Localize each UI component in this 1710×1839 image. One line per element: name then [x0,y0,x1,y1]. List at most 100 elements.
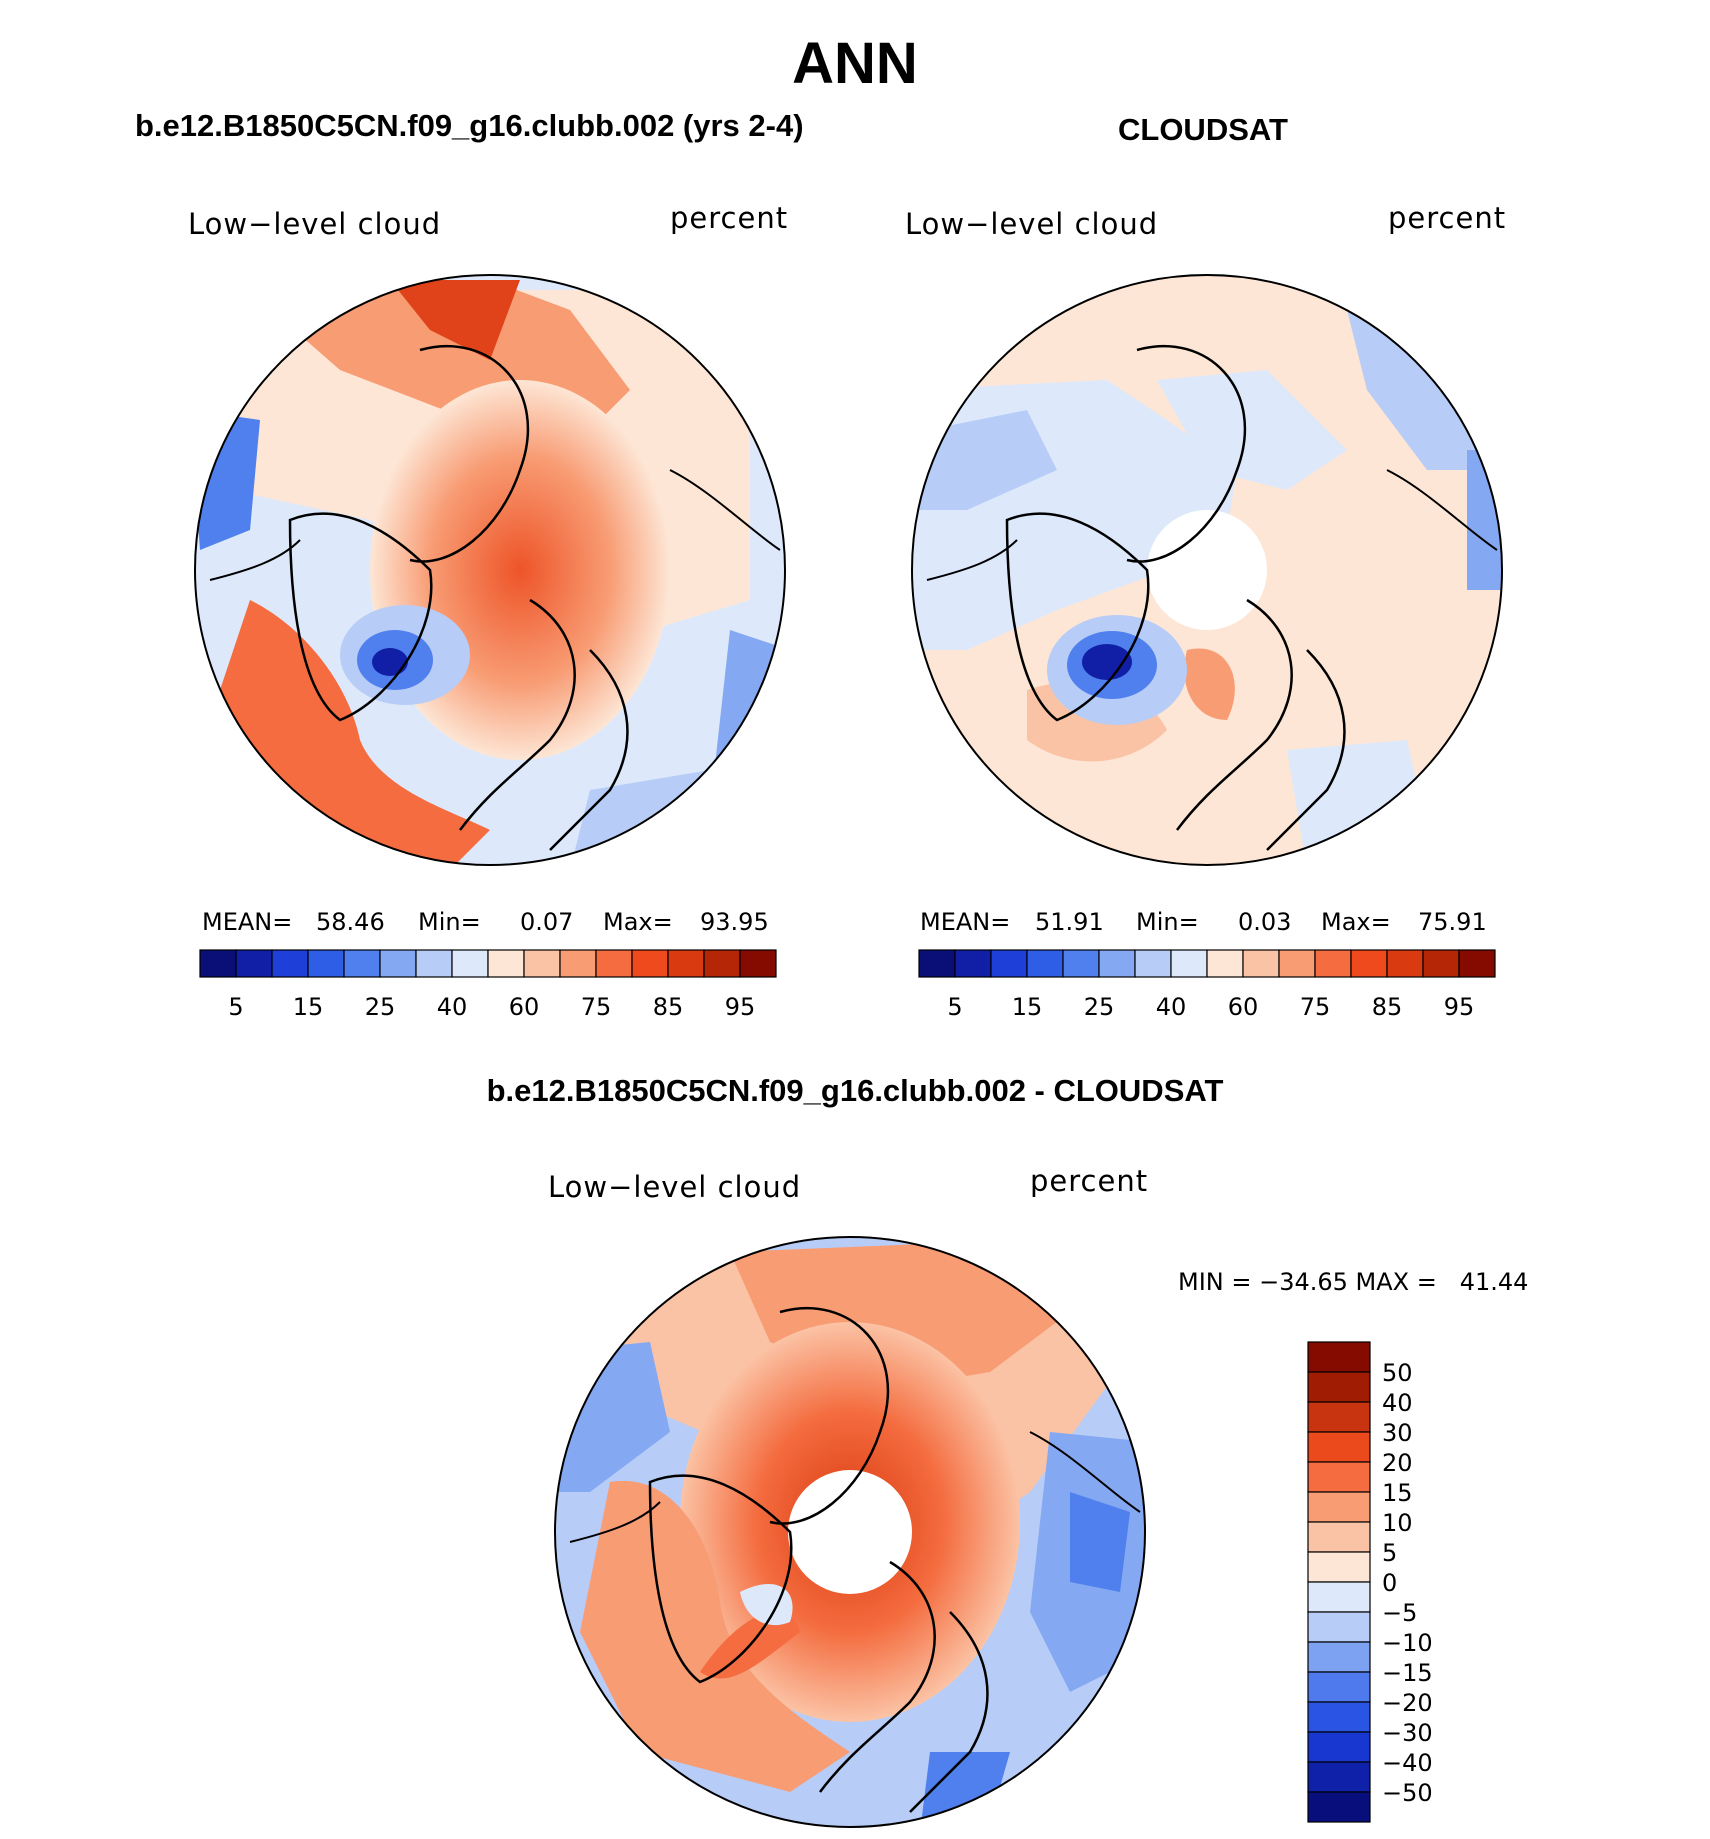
panel-2-min-label: Min= [1136,908,1199,936]
panel-1-polar-map [194,274,786,866]
panel-3-colorbar-tick-label: 30 [1382,1419,1413,1447]
panel-2-colorbar-box [1098,949,1136,978]
panel-1-colorbar-box [235,949,273,978]
panel-1-title: b.e12.B1850C5CN.f09_g16.clubb.002 (yrs 2… [135,108,804,143]
panel-3-colorbar-tick-label: 0 [1382,1569,1397,1597]
panel-1-min-value: 0.07 [520,908,574,936]
panel-3-colorbar-tick-label: 10 [1382,1509,1413,1537]
panel-1-colorbar-box [559,949,597,978]
panel-3-colorbar-box [1307,1341,1371,1373]
panel-1-colorbar-tick-label: 95 [725,993,756,1021]
panel-3-colorbar-box [1307,1731,1371,1763]
panel-3-colorbar-box [1307,1371,1371,1403]
panel-2-units-label: percent [1388,201,1507,235]
panel-2-colorbar-box [1170,949,1208,978]
panel-3-colorbar-box [1307,1701,1371,1733]
panel-3-colorbar-tick-label: 5 [1382,1539,1397,1567]
panel-2-colorbar-tick-label: 75 [1300,993,1331,1021]
panel-2-colorbar-box [1062,949,1100,978]
figure-title: ANN [792,31,918,96]
panel-3-colorbar-box [1307,1401,1371,1433]
panel-2-colorbar-tick-label: 40 [1156,993,1187,1021]
panel-1-colorbar-tick-label: 60 [509,993,540,1021]
panel-3-colorbar-tick-label: −50 [1382,1779,1433,1807]
panel-2-colorbar-tick-label: 60 [1228,993,1259,1021]
panel-1-colorbar-box [343,949,381,978]
panel-3-colorbar-box [1307,1491,1371,1523]
panel-1-colorbar-tick-label: 40 [437,993,468,1021]
panel-1-variable-label: Low−level cloud [188,207,442,241]
panel-2-colorbar-box [990,949,1028,978]
panel-1-colorbar-box [595,949,633,978]
panel-3-colorbar-box [1307,1791,1371,1823]
panel-1-colorbar-tick-label: 25 [365,993,396,1021]
panel-1-colorbar-box [271,949,309,978]
panel-3-contour-fill [555,1237,1145,1827]
panel-2-mean-label: MEAN= [920,908,1011,936]
panel-2-colorbar-box [1422,949,1460,978]
panel-2-map-boundary [911,274,1503,866]
panel-2-mean-value: 51.91 [1035,908,1104,936]
panel-2-colorbar-box [1278,949,1316,978]
panel-1-colorbar-box [451,949,489,978]
panel-2-colorbar-box [954,949,992,978]
panel-3-colorbar-box [1307,1641,1371,1673]
panel-3-colorbar-tick-label: 50 [1382,1359,1413,1387]
panel-1-mean-value: 58.46 [316,908,385,936]
panel-1-colorbar-box [703,949,741,978]
panel-2-colorbar-tick-label: 25 [1084,993,1115,1021]
panel-2-colorbar-box [1386,949,1424,978]
panel-1-min-label: Min= [418,908,481,936]
panel-3-colorbar-box [1307,1581,1371,1613]
panel-3-colorbar-tick-label: 15 [1382,1479,1413,1507]
panel-3-minmax-text: MIN = −34.65 MAX = 41.44 [1178,1268,1529,1296]
panel-1-colorbar-box [199,949,237,978]
panel-1-colorbar-box [667,949,705,978]
panel-3-colorbar-tick-label: −20 [1382,1689,1433,1717]
panel-2-colorbar-tick-label: 5 [947,993,962,1021]
panel-2-contour-fill [912,275,1502,865]
panel-1-colorbar-tick-label: 15 [293,993,324,1021]
panel-3-colorbar-tick-label: −5 [1382,1599,1417,1627]
panel-1-colorbar: 5 15 25 40 60 75 85 95 [199,949,777,1021]
panel-3-colorbar-box [1307,1551,1371,1583]
panel-2-polar-map [911,274,1503,866]
panel-2-colorbar-box [1314,949,1352,978]
panel-3-colorbar-box [1307,1521,1371,1553]
panel-3-colorbar-tick-label: −30 [1382,1719,1433,1747]
panel-1-colorbar-tick-label: 5 [228,993,243,1021]
panel-1-colorbar-box [415,949,453,978]
panel-1-map-boundary [194,274,786,866]
panel-3-colorbar-box [1307,1431,1371,1463]
panel-1-colorbar-box [739,949,777,978]
panel-2-colorbar: 5 15 25 40 60 75 85 95 [918,949,1496,1021]
panel-1-max-label: Max= [603,908,673,936]
panel-1-mean-label: MEAN= [202,908,293,936]
panel-1-colorbar-tick-label: 75 [581,993,612,1021]
panel-3-colorbar-box [1307,1611,1371,1643]
panel-2-colorbar-tick-label: 85 [1372,993,1403,1021]
panel-3-colorbar-box [1307,1461,1371,1493]
panel-1-colorbar-box [379,949,417,978]
panel-1-contour-fill [195,275,785,865]
panel-3-variable-label: Low−level cloud [548,1170,802,1204]
panel-2-colorbar-tick-label: 15 [1012,993,1043,1021]
panel-3-colorbar-box [1307,1671,1371,1703]
panel-3-colorbar-tick-label: −40 [1382,1749,1433,1777]
panel-1-max-value: 93.95 [700,908,769,936]
panel-3-colorbar-box [1307,1761,1371,1793]
panel-1-colorbar-box [307,949,345,978]
panel-3-colorbar-tick-label: 20 [1382,1449,1413,1477]
panel-3-colorbar-tick-label: −15 [1382,1659,1433,1687]
panel-1-colorbar-box [523,949,561,978]
panel-2-max-label: Max= [1321,908,1391,936]
panel-3-colorbar-tick-label: 40 [1382,1389,1413,1417]
panel-2-colorbar-box [1134,949,1172,978]
panel-2-colorbar-box [1458,949,1496,978]
panel-3-map-boundary [554,1236,1146,1828]
panel-2-title: CLOUDSAT [1118,112,1288,147]
panel-3-title: b.e12.B1850C5CN.f09_g16.clubb.002 - CLOU… [486,1073,1224,1108]
panel-1-colorbar-tick-label: 85 [653,993,684,1021]
panel-2-colorbar-tick-label: 95 [1444,993,1475,1021]
